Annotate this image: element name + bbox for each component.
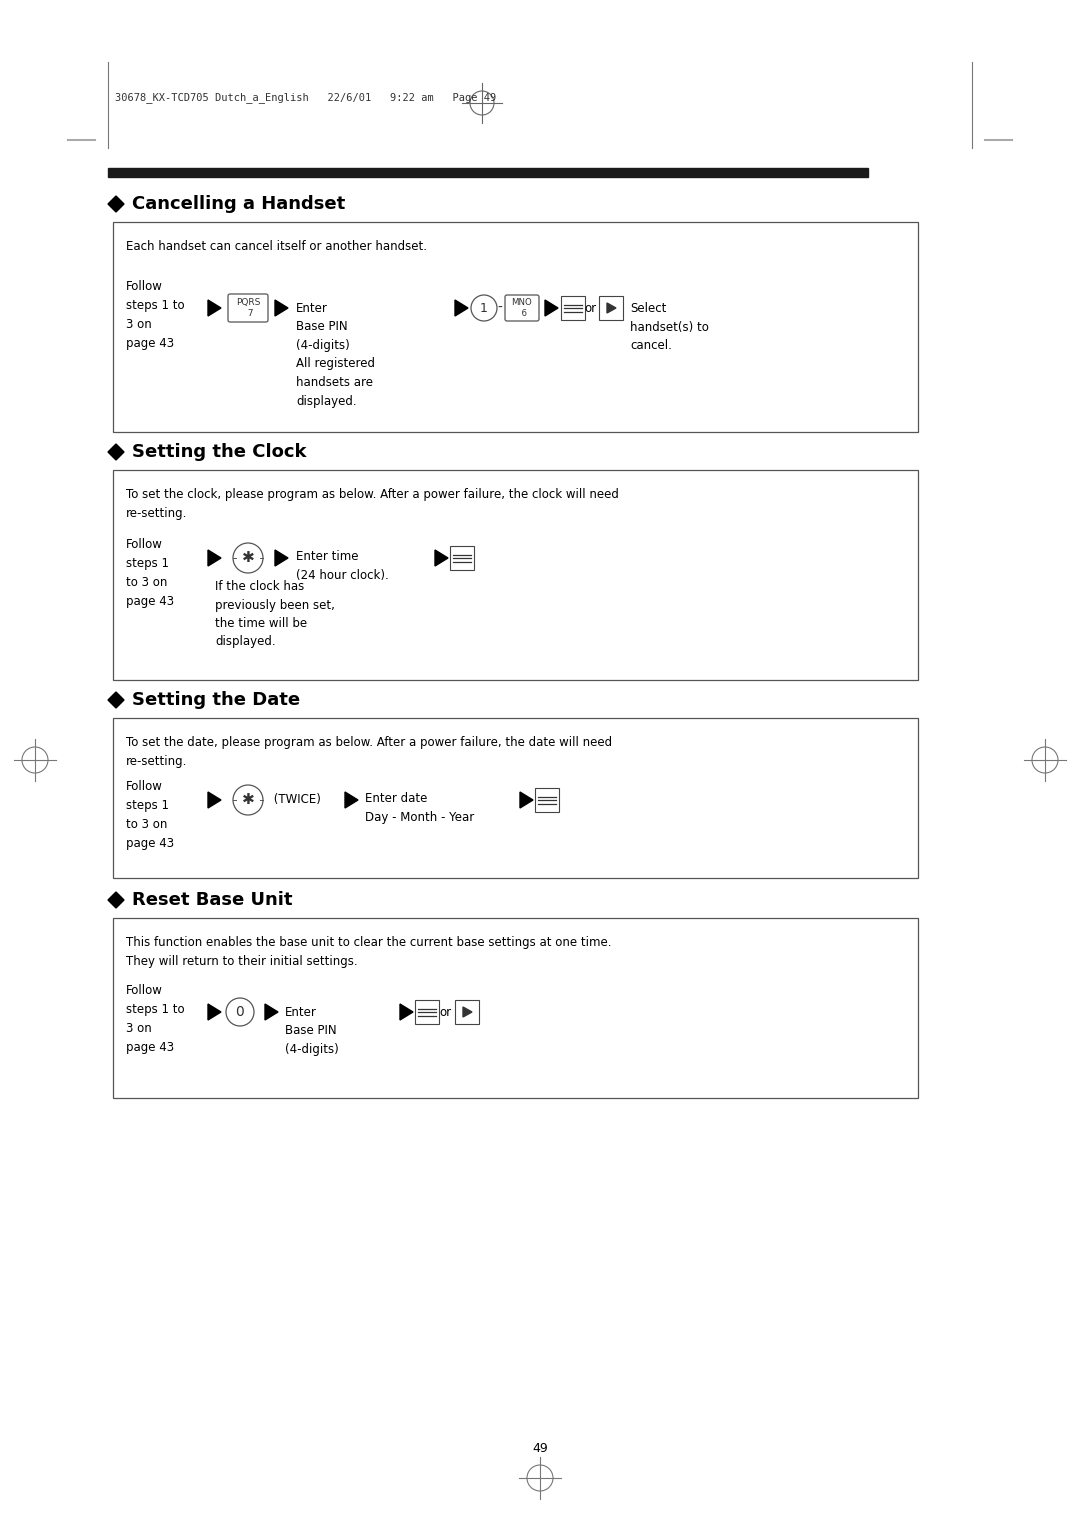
- Polygon shape: [345, 792, 357, 808]
- Text: Select
handset(s) to
cancel.: Select handset(s) to cancel.: [630, 303, 708, 351]
- Text: Reset Base Unit: Reset Base Unit: [132, 891, 293, 909]
- Polygon shape: [265, 1004, 278, 1021]
- Polygon shape: [607, 303, 616, 313]
- FancyBboxPatch shape: [450, 545, 474, 570]
- FancyBboxPatch shape: [505, 295, 539, 321]
- Bar: [113, 222, 918, 432]
- Bar: [113, 918, 918, 1099]
- FancyBboxPatch shape: [535, 788, 559, 811]
- Bar: [113, 471, 918, 680]
- Text: If the clock has
previously been set,
the time will be
displayed.: If the clock has previously been set, th…: [215, 581, 335, 648]
- FancyBboxPatch shape: [455, 999, 480, 1024]
- Text: Cancelling a Handset: Cancelling a Handset: [132, 196, 346, 212]
- Text: or: or: [584, 301, 596, 315]
- Text: Setting the Clock: Setting the Clock: [132, 443, 307, 461]
- Polygon shape: [455, 299, 468, 316]
- Polygon shape: [275, 299, 288, 316]
- Text: To set the clock, please program as below. After a power failure, the clock will: To set the clock, please program as belo…: [126, 487, 619, 520]
- Text: Enter date
Day - Month - Year: Enter date Day - Month - Year: [365, 792, 474, 824]
- Polygon shape: [435, 550, 448, 565]
- Polygon shape: [463, 1007, 472, 1018]
- Text: 1: 1: [481, 301, 488, 315]
- Polygon shape: [545, 299, 558, 316]
- Text: 0: 0: [235, 1005, 244, 1019]
- Text: Follow
steps 1
to 3 on
page 43: Follow steps 1 to 3 on page 43: [126, 538, 174, 608]
- Text: 30678_KX-TCD705 Dutch_a_English   22/6/01   9:22 am   Page 49: 30678_KX-TCD705 Dutch_a_English 22/6/01 …: [114, 93, 496, 104]
- Text: ✱: ✱: [242, 793, 255, 807]
- Bar: [108, 168, 868, 177]
- Text: 49: 49: [532, 1441, 548, 1455]
- Polygon shape: [108, 892, 124, 908]
- Text: Follow
steps 1 to
3 on
page 43: Follow steps 1 to 3 on page 43: [126, 280, 185, 350]
- Text: Follow
steps 1
to 3 on
page 43: Follow steps 1 to 3 on page 43: [126, 779, 174, 850]
- Polygon shape: [208, 550, 221, 565]
- Polygon shape: [108, 196, 124, 212]
- Text: To set the date, please program as below. After a power failure, the date will n: To set the date, please program as below…: [126, 736, 612, 767]
- FancyBboxPatch shape: [599, 296, 623, 319]
- Polygon shape: [519, 792, 534, 808]
- Text: -: -: [498, 301, 502, 315]
- FancyBboxPatch shape: [415, 999, 438, 1024]
- Text: Enter
Base PIN
(4-digits)
All registered
handsets are
displayed.: Enter Base PIN (4-digits) All registered…: [296, 303, 375, 408]
- Polygon shape: [275, 550, 288, 565]
- Polygon shape: [400, 1004, 413, 1021]
- Text: (TWICE): (TWICE): [270, 793, 321, 807]
- Polygon shape: [208, 1004, 221, 1021]
- Polygon shape: [208, 299, 221, 316]
- Text: or: or: [438, 1005, 451, 1019]
- Text: Each handset can cancel itself or another handset.: Each handset can cancel itself or anothe…: [126, 240, 427, 254]
- Text: Enter time
(24 hour clock).: Enter time (24 hour clock).: [296, 550, 389, 582]
- FancyBboxPatch shape: [228, 293, 268, 322]
- FancyBboxPatch shape: [561, 296, 585, 319]
- Text: MNO
  6: MNO 6: [512, 298, 532, 318]
- Polygon shape: [108, 445, 124, 460]
- Polygon shape: [108, 692, 124, 707]
- Text: Enter
Base PIN
(4-digits): Enter Base PIN (4-digits): [285, 1005, 339, 1056]
- Bar: [113, 718, 918, 879]
- Text: This function enables the base unit to clear the current base settings at one ti: This function enables the base unit to c…: [126, 937, 611, 967]
- Text: ✱: ✱: [242, 550, 255, 565]
- Text: Setting the Date: Setting the Date: [132, 691, 300, 709]
- Text: Follow
steps 1 to
3 on
page 43: Follow steps 1 to 3 on page 43: [126, 984, 185, 1054]
- Polygon shape: [208, 792, 221, 808]
- Text: PQRS
  7: PQRS 7: [235, 298, 260, 318]
